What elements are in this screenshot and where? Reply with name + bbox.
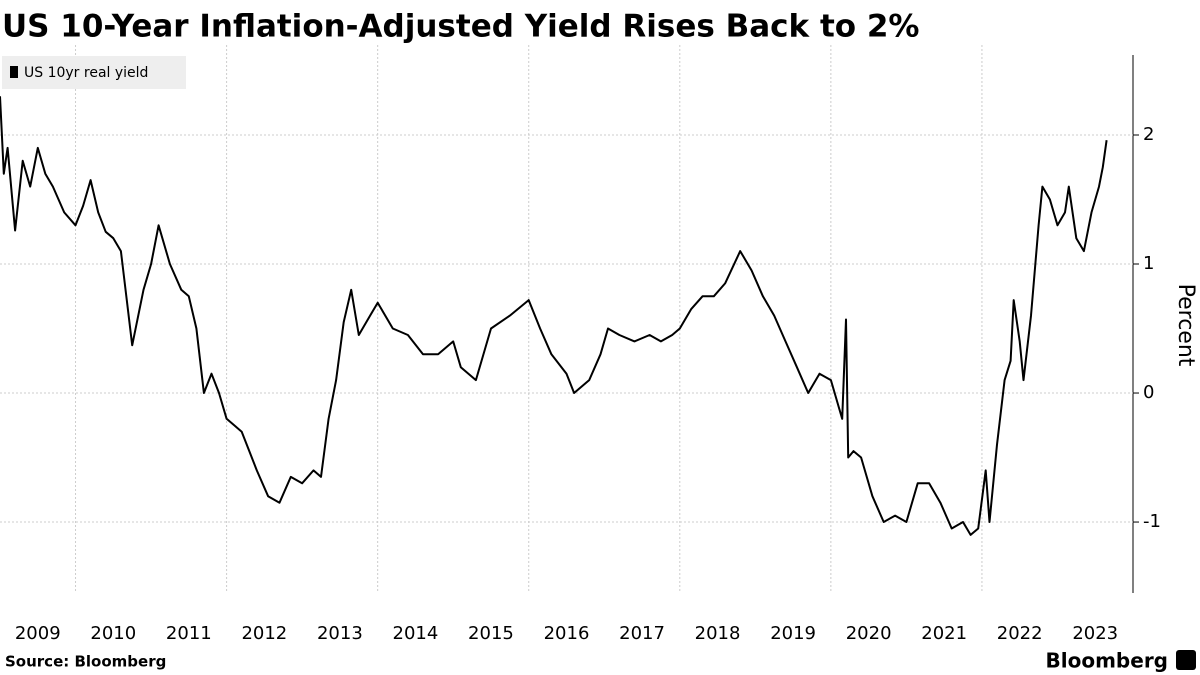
x-tick-label: 2019 — [770, 623, 816, 644]
x-tick-label: 2022 — [997, 623, 1043, 644]
x-tick-label: 2023 — [1072, 623, 1118, 644]
y-tick-label: 2 — [1143, 124, 1154, 145]
x-tick-label: 2016 — [544, 623, 590, 644]
legend-label: US 10yr real yield — [24, 65, 148, 81]
y-tick-label: 0 — [1143, 382, 1154, 403]
line — [0, 96, 1108, 536]
y-tick-label: 1 — [1143, 253, 1154, 274]
y-tick-label: -1 — [1143, 511, 1161, 532]
y-axis-label: Percent — [1173, 284, 1198, 367]
source: Source: Bloomberg — [5, 653, 166, 671]
x-tick-label: 2011 — [166, 623, 212, 644]
legend-swatch — [10, 66, 18, 78]
x-tick-label: 2010 — [90, 623, 136, 644]
x-tick-label: 2021 — [921, 623, 967, 644]
brand-icon — [1176, 650, 1196, 670]
x-tick-label: 2013 — [317, 623, 363, 644]
x-tick-label: 2017 — [619, 623, 665, 644]
x-tick-label: 2012 — [241, 623, 287, 644]
x-tick-label: 2018 — [695, 623, 741, 644]
x-tick-label: 2020 — [846, 623, 892, 644]
x-tick-label: 2009 — [15, 623, 61, 644]
x-tick-label: 2014 — [393, 623, 439, 644]
chart-title: US 10-Year Inflation-Adjusted Yield Rise… — [2, 9, 920, 45]
brand: Bloomberg — [1046, 649, 1168, 673]
x-tick-label: 2015 — [468, 623, 514, 644]
legend-box — [2, 56, 186, 89]
